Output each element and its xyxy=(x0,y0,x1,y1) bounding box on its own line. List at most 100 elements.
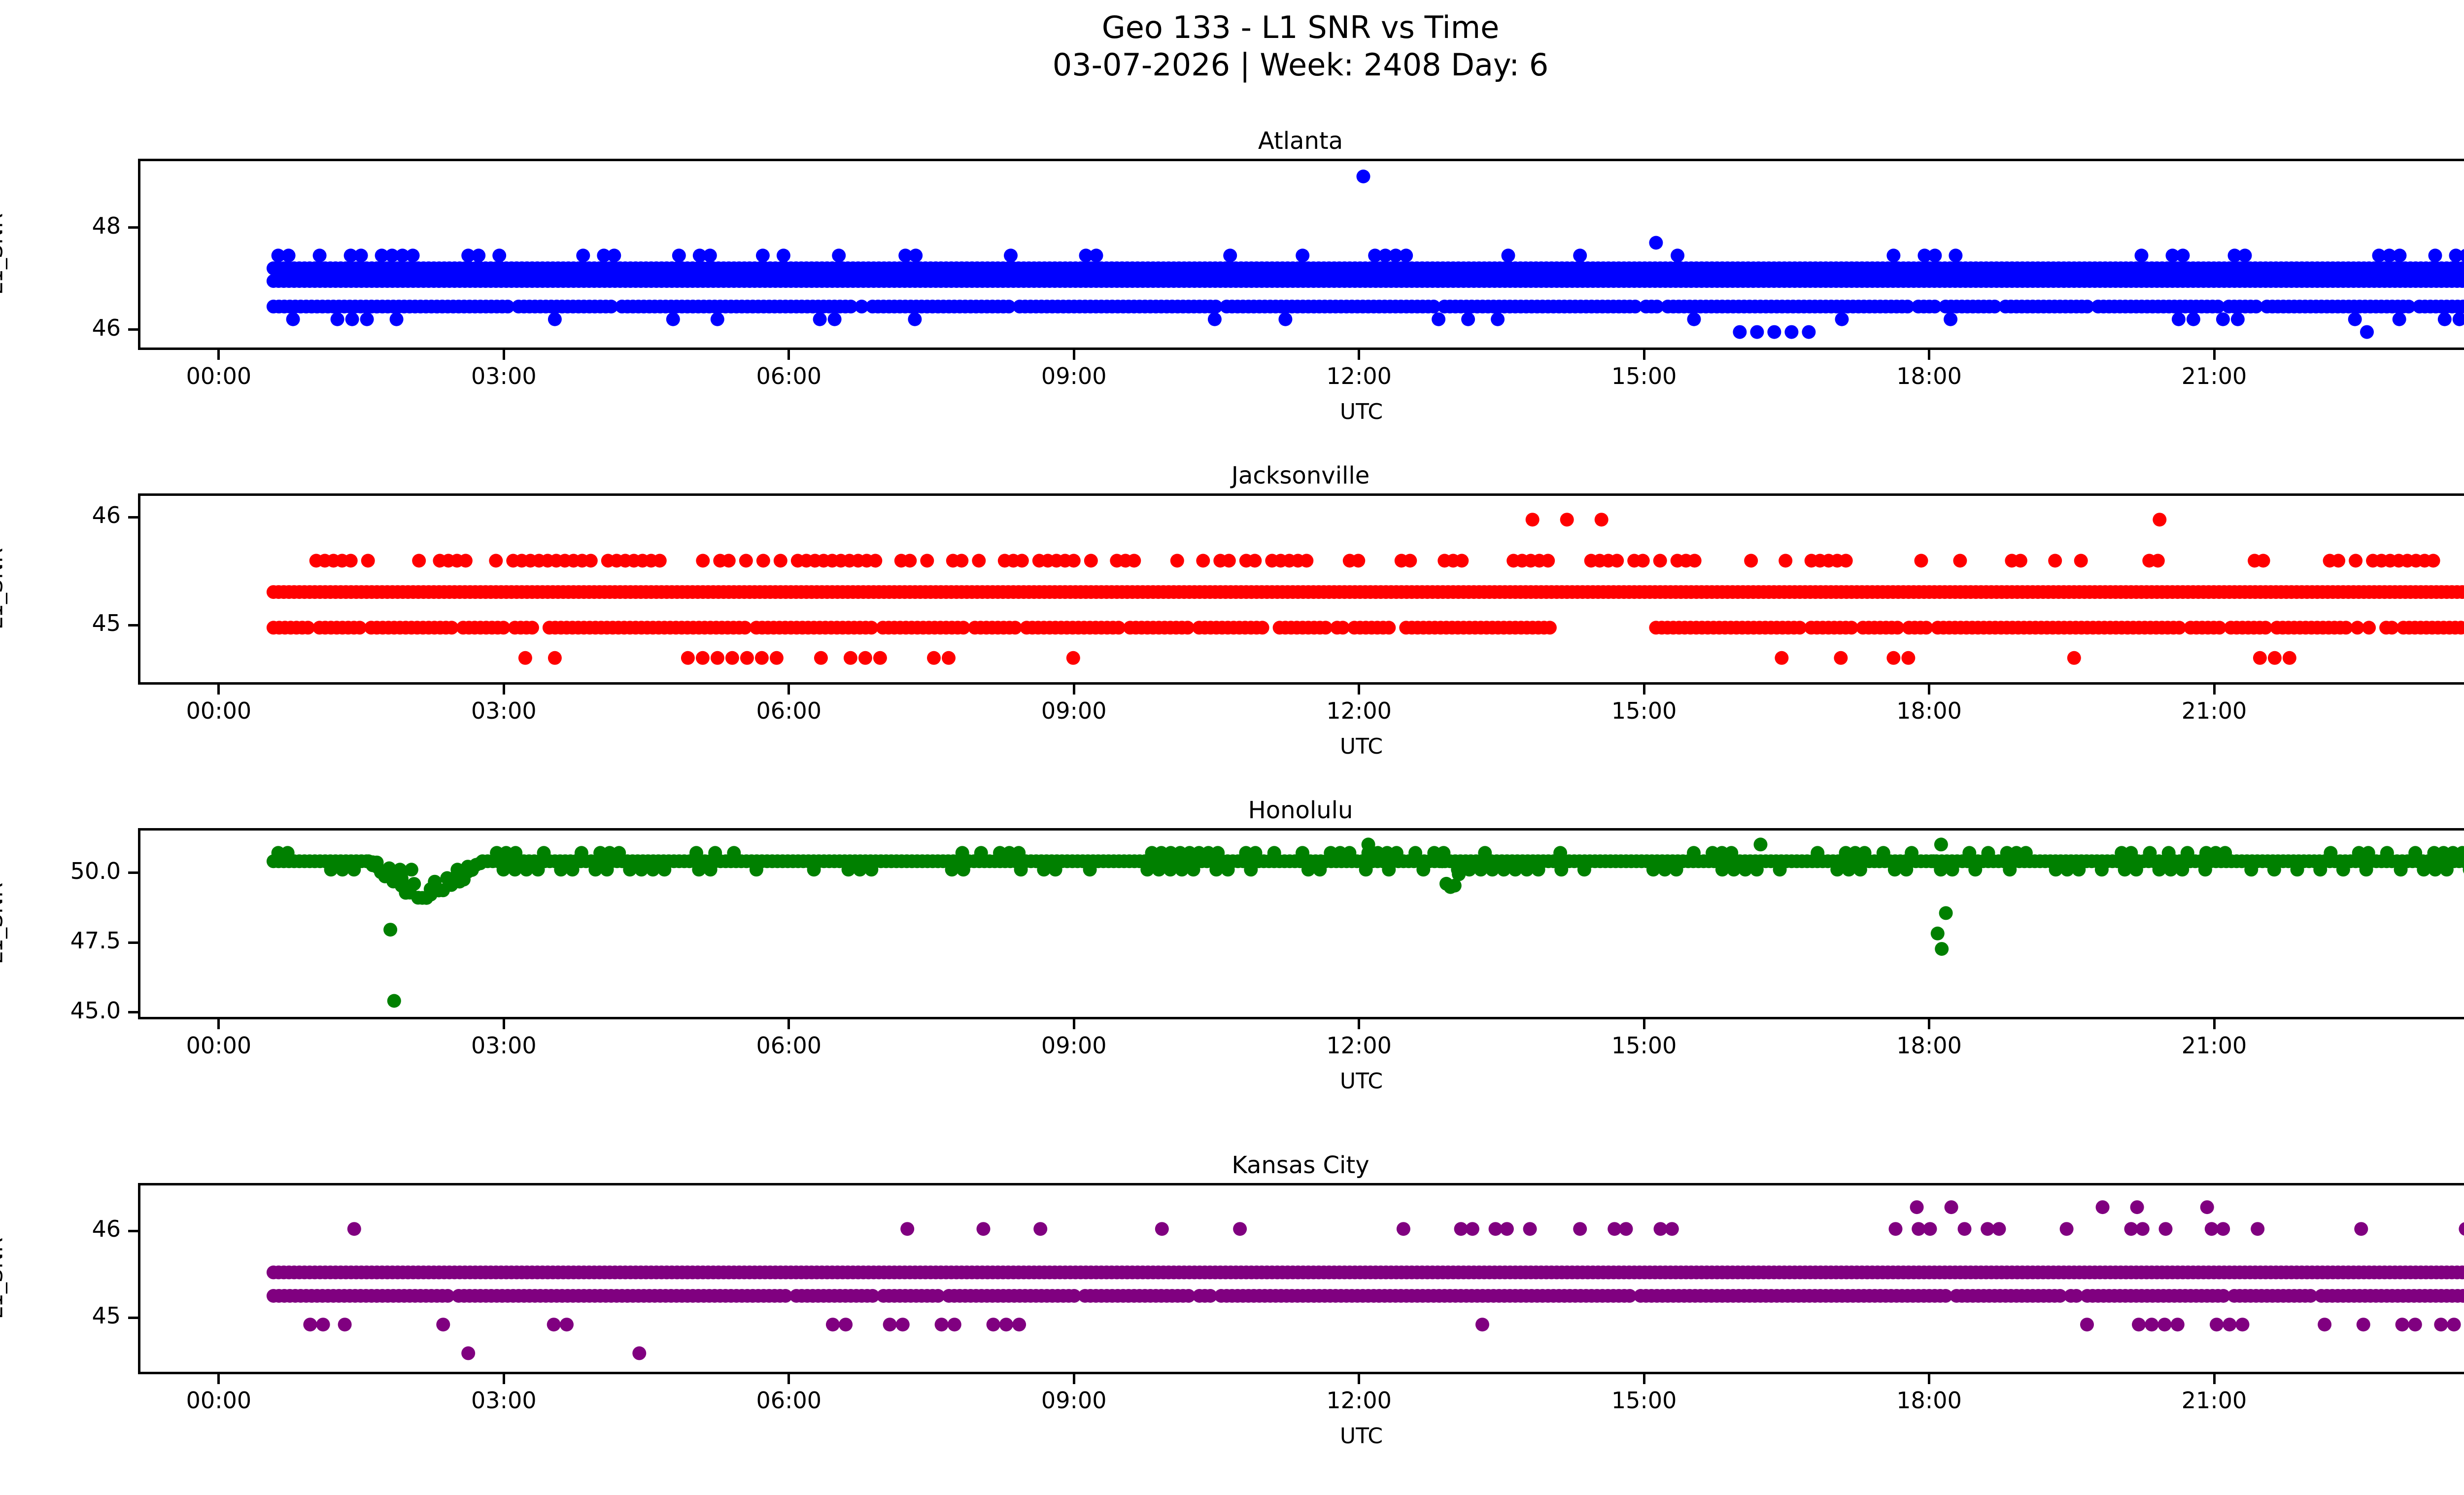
x-tick-label: 03:00 xyxy=(471,1387,537,1414)
x-tick-mark xyxy=(502,1374,505,1384)
x-tick-label: 00:00 xyxy=(2425,697,2464,724)
x-tick-mark xyxy=(1358,685,1361,695)
x-tick-label: 15:00 xyxy=(1611,363,1677,389)
x-tick-mark xyxy=(787,685,790,695)
x-tick-mark xyxy=(1928,1374,1931,1384)
x-tick-label: 15:00 xyxy=(1611,1032,1677,1059)
scatter-layer-jacksonville xyxy=(266,513,2464,665)
y-axis-label: L1_SNR xyxy=(0,882,8,965)
x-tick-label: 00:00 xyxy=(186,363,252,389)
x-tick-mark xyxy=(1928,685,1931,695)
x-tick-mark xyxy=(1643,1374,1645,1384)
x-tick-mark xyxy=(1072,350,1075,360)
plot-area-kansas-city xyxy=(138,1183,2464,1374)
x-tick-label: 21:00 xyxy=(2181,697,2247,724)
x-tick-label: 18:00 xyxy=(1896,697,1962,724)
scatter-layer-kansas-city xyxy=(266,1200,2464,1360)
y-tick-mark xyxy=(128,941,138,944)
x-axis-label: UTC xyxy=(1339,399,1383,424)
x-tick-label: 06:00 xyxy=(756,697,822,724)
x-tick-mark xyxy=(2213,350,2216,360)
x-tick-mark xyxy=(1358,1374,1361,1384)
x-tick-mark xyxy=(217,350,220,360)
x-tick-mark xyxy=(1928,1019,1931,1029)
x-tick-mark xyxy=(502,1019,505,1029)
x-tick-label: 15:00 xyxy=(1611,1387,1677,1414)
x-tick-mark xyxy=(1358,350,1361,360)
scatter-layer-atlanta xyxy=(266,170,2464,339)
x-tick-label: 06:00 xyxy=(756,1032,822,1059)
x-tick-mark xyxy=(1072,1374,1075,1384)
x-tick-mark xyxy=(2213,1019,2216,1029)
x-tick-label: 09:00 xyxy=(1041,1032,1107,1059)
x-tick-mark xyxy=(787,1374,790,1384)
y-tick-label: 45 xyxy=(92,610,121,637)
plot-area-jacksonville xyxy=(138,493,2464,685)
x-axis-label: UTC xyxy=(1339,734,1383,759)
x-tick-mark xyxy=(502,685,505,695)
x-tick-label: 00:00 xyxy=(2425,1032,2464,1059)
x-tick-mark xyxy=(787,350,790,360)
x-tick-label: 18:00 xyxy=(1896,363,1962,389)
y-axis-label: L1_SNR xyxy=(0,548,8,630)
subplot-title-atlanta: Atlanta xyxy=(1258,127,1343,155)
y-tick-mark xyxy=(128,328,138,331)
x-tick-label: 00:00 xyxy=(186,1387,252,1414)
plot-area-atlanta xyxy=(138,159,2464,350)
x-tick-mark xyxy=(1072,685,1075,695)
x-tick-label: 12:00 xyxy=(1326,1387,1392,1414)
y-tick-mark xyxy=(128,1229,138,1232)
x-tick-mark xyxy=(1928,350,1931,360)
x-tick-label: 03:00 xyxy=(471,697,537,724)
x-tick-mark xyxy=(502,350,505,360)
x-tick-mark xyxy=(2213,685,2216,695)
x-tick-label: 18:00 xyxy=(1896,1032,1962,1059)
y-tick-label: 47.5 xyxy=(70,927,121,954)
x-axis-label: UTC xyxy=(1339,1424,1383,1449)
y-tick-mark xyxy=(128,516,138,519)
y-tick-label: 46 xyxy=(92,502,121,529)
x-tick-label: 21:00 xyxy=(2181,1032,2247,1059)
x-tick-mark xyxy=(217,1374,220,1384)
y-tick-label: 45.0 xyxy=(70,997,121,1024)
plot-area-honolulu xyxy=(138,828,2464,1019)
x-tick-mark xyxy=(2213,1374,2216,1384)
x-tick-label: 12:00 xyxy=(1326,697,1392,724)
x-tick-label: 15:00 xyxy=(1611,697,1677,724)
x-axis-label: UTC xyxy=(1339,1069,1383,1094)
x-tick-label: 21:00 xyxy=(2181,1387,2247,1414)
y-tick-mark xyxy=(128,1316,138,1319)
y-axis-label: L1_SNR xyxy=(0,1237,8,1320)
y-axis-label: L1_SNR xyxy=(0,213,8,295)
scatter-layer-honolulu xyxy=(266,837,2464,1008)
y-tick-label: 46 xyxy=(92,314,121,341)
subplot-jacksonville: Jacksonville 45 46 L1_SNR 00:00 03:00 06:00 09:… xyxy=(0,462,2464,759)
y-tick-mark xyxy=(128,624,138,626)
y-tick-mark xyxy=(128,226,138,229)
x-tick-mark xyxy=(1358,1019,1361,1029)
x-tick-label: 09:00 xyxy=(1041,363,1107,389)
x-tick-label: 09:00 xyxy=(1041,1387,1107,1414)
x-tick-label: 00:00 xyxy=(2425,1387,2464,1414)
x-tick-mark xyxy=(217,685,220,695)
x-tick-label: 21:00 xyxy=(2181,363,2247,389)
x-tick-mark xyxy=(217,1019,220,1029)
x-tick-mark xyxy=(787,1019,790,1029)
x-tick-mark xyxy=(1643,1019,1645,1029)
y-tick-label: 45 xyxy=(92,1302,121,1329)
subplot-kansas-city: Kansas City 45 46 L1_SNR 00:00 03:00 06:00 09:0… xyxy=(0,1151,2464,1449)
x-tick-label: 03:00 xyxy=(471,363,537,389)
x-tick-mark xyxy=(1643,350,1645,360)
y-tick-mark xyxy=(128,1011,138,1014)
subplot-title-jacksonville: Jacksonville xyxy=(1231,462,1370,489)
y-tick-label: 46 xyxy=(92,1216,121,1242)
x-tick-mark xyxy=(1643,685,1645,695)
y-tick-mark xyxy=(128,871,138,874)
y-tick-label: 48 xyxy=(92,212,121,239)
x-tick-label: 12:00 xyxy=(1326,1032,1392,1059)
x-tick-label: 00:00 xyxy=(186,697,252,724)
subplot-title-honolulu: Honolulu xyxy=(1248,797,1353,824)
x-tick-label: 03:00 xyxy=(471,1032,537,1059)
x-tick-mark xyxy=(1072,1019,1075,1029)
